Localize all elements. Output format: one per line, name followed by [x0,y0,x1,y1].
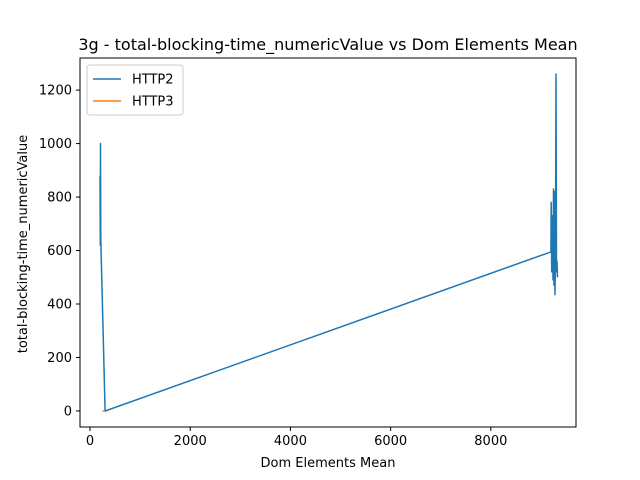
x-tick-label: 0 [86,434,94,449]
legend: HTTP2 HTTP3 [86,64,184,116]
chart-title: 3g - total-blocking-time_numericValue vs… [78,35,577,55]
y-tick-label: 1000 [39,137,72,152]
y-tick-label: 200 [47,351,72,366]
x-tick-label: 2000 [174,434,207,449]
x-tick-label: 6000 [374,434,407,449]
plot-frame [79,57,577,428]
y-tick-label: 400 [47,298,72,313]
x-axis-label: Dom Elements Mean [261,456,396,471]
series-line-http2 [99,73,559,412]
legend-label-http2: HTTP2 [132,73,174,88]
y-tick-label: 0 [64,404,72,419]
y-tick-label: 800 [47,191,72,206]
legend-label-http3: HTTP3 [132,95,174,110]
legend-box [86,64,184,116]
x-axis-ticks: 0 2000 4000 6000 8000 [86,427,507,449]
x-tick-label: 4000 [274,434,307,449]
x-tick-label: 8000 [474,434,507,449]
y-axis-label: total-blocking-time_numericValue [16,135,31,354]
series-layer [99,73,559,412]
y-tick-label: 1200 [39,84,72,99]
y-axis-ticks: 0 200 400 600 800 1000 1200 [39,84,80,419]
y-tick-label: 600 [47,244,72,259]
